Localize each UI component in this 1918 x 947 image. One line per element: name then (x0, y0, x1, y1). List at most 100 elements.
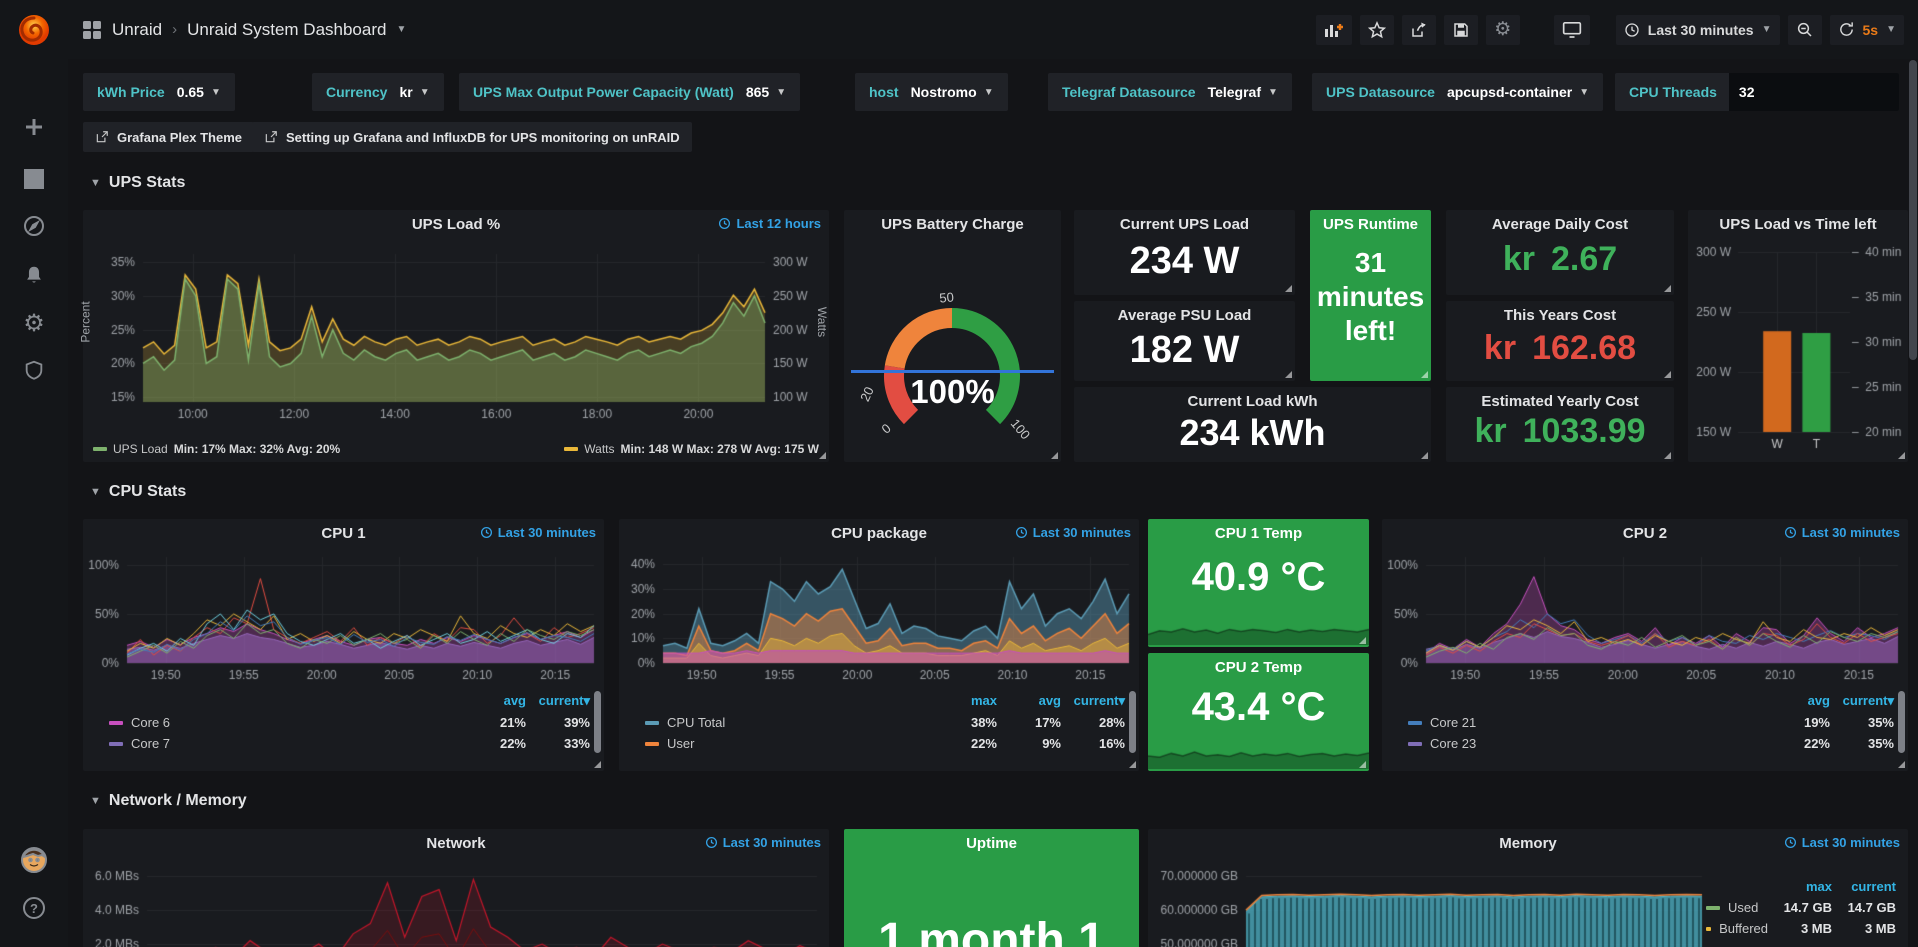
ups-load-chart[interactable] (83, 236, 829, 432)
add-panel-button[interactable] (1315, 14, 1352, 45)
panel-time-override[interactable]: Last 30 minutes (1784, 835, 1900, 850)
page-scrollbar[interactable] (1909, 60, 1917, 360)
legend-sort-header[interactable]: current▾ (1073, 693, 1125, 708)
cpu2-chart[interactable] (1382, 545, 1908, 687)
battery-charge-value: 100% (910, 373, 995, 410)
variable-ups-datasource[interactable]: UPS Datasource apcupsd-container ▼ (1312, 73, 1604, 111)
avatar[interactable] (20, 846, 48, 874)
star-dashboard-button[interactable] (1359, 14, 1394, 45)
dashboard-settings-button[interactable]: ⚙ (1485, 14, 1520, 45)
section-cpu-stats[interactable]: ▼ CPU Stats (90, 483, 187, 500)
cpu-package-chart[interactable] (619, 545, 1139, 687)
refresh-interval-label[interactable]: 5s (1862, 21, 1879, 38)
panel-ups-load: UPS Load % Last 12 hours Percent Watts U… (79, 210, 829, 462)
variable-host[interactable]: host Nostromo ▼ (855, 73, 1008, 111)
explore-compass-icon[interactable] (20, 212, 48, 240)
legend-sort-header[interactable]: current▾ (538, 693, 590, 708)
save-dashboard-button[interactable] (1443, 14, 1478, 45)
memory-chart[interactable] (1148, 855, 1708, 947)
share-dashboard-button[interactable] (1401, 14, 1436, 45)
legend-series-label[interactable]: Core 6 (131, 715, 171, 730)
legend-item[interactable]: Watts Min: 148 W Max: 278 W Avg: 175 W (564, 442, 819, 456)
legend-swatch (1408, 720, 1422, 725)
legend-series-label[interactable]: Buffered (1719, 921, 1768, 936)
panel-time-override[interactable]: Last 30 minutes (705, 835, 821, 850)
cpu2-temp-sparkline (1148, 743, 1369, 769)
top-navbar: Unraid › Unraid System Dashboard ▼ ⚙ Las… (68, 0, 1918, 59)
variable-ups-max-output[interactable]: UPS Max Output Power Capacity (Watt) 865… (459, 73, 801, 111)
chart-legend: max current Used 14.7 GB 14.7 GB Buffered 3 MB… (1706, 879, 1896, 936)
gauge-threshold-line (851, 370, 1054, 373)
variable-telegraf-datasource[interactable]: Telegraf Datasource Telegraf ▼ (1048, 73, 1292, 111)
legend-sort-header[interactable]: avg (1807, 693, 1830, 708)
cpu1-chart[interactable] (83, 545, 604, 687)
panel-time-override[interactable]: Last 12 hours (718, 216, 821, 231)
battery-gauge[interactable]: 0 20 50 100 (844, 236, 1061, 462)
variable-kwh-price[interactable]: kWh Price 0.65 ▼ (83, 73, 235, 111)
panel-current-load-kwh: Current Load kWh 234 kWh (1074, 387, 1431, 462)
legend-sort-header[interactable]: avg (1038, 693, 1061, 708)
legend-scrollbar[interactable] (1898, 691, 1905, 753)
legend-swatch (1706, 926, 1712, 931)
legend-sort-header[interactable]: current▾ (1842, 693, 1894, 708)
legend-sort-header[interactable]: max (970, 693, 997, 708)
legend-sort-header[interactable]: avg (503, 693, 526, 708)
section-ups-stats[interactable]: ▼ UPS Stats (90, 174, 186, 191)
grafana-logo-icon[interactable] (12, 8, 56, 52)
section-network-memory[interactable]: ▼ Network / Memory (90, 792, 247, 809)
help-icon[interactable]: ? (20, 894, 48, 922)
chart-legend: avg current▾ Core 21 19% 35% Core 23 22% 35% (1408, 693, 1894, 751)
svg-text:50: 50 (939, 289, 955, 305)
dashboards-grid-icon[interactable] (20, 165, 48, 193)
legend-series-label[interactable]: Core 21 (1430, 715, 1477, 730)
legend-swatch (1408, 741, 1422, 746)
breadcrumb-folder[interactable]: Unraid (112, 19, 163, 39)
legend-scrollbar[interactable] (1129, 691, 1136, 753)
refresh-button[interactable]: 5s ▼ (1829, 14, 1904, 45)
create-plus-icon[interactable] (20, 113, 48, 141)
network-chart[interactable] (83, 855, 829, 947)
legend-row: Used 14.7 GB 14.7 GB (1706, 900, 1896, 915)
variable-currency[interactable]: Currency kr ▼ (312, 73, 444, 111)
legend-series-label[interactable]: Core 23 (1430, 736, 1477, 751)
chart-legend: avg current▾ Core 6 21% 39% Core 7 22% 33% (109, 693, 590, 751)
configuration-gear-icon[interactable]: ⚙ (23, 309, 45, 337)
legend-sort-header[interactable]: current (1851, 879, 1896, 894)
cycle-view-mode-button[interactable] (1553, 14, 1590, 45)
chevron-down-icon[interactable]: ▼ (396, 24, 407, 35)
zoom-out-time-button[interactable] (1787, 14, 1822, 45)
legend-series-label[interactable]: CPU Total (667, 715, 726, 730)
legend-row: Core 21 19% 35% (1408, 715, 1894, 730)
panel-time-override[interactable]: Last 30 minutes (480, 525, 596, 540)
svg-text:100: 100 (1008, 416, 1033, 442)
legend-row: Core 7 22% 33% (109, 736, 590, 751)
legend-sort-header[interactable]: max (1805, 879, 1832, 894)
ups-load-vs-time-chart[interactable] (1688, 236, 1908, 462)
link-ups-monitoring-guide[interactable]: Setting up Grafana and InfluxDB for UPS … (252, 122, 692, 152)
cpu-threads-input[interactable]: 32 (1728, 73, 1899, 111)
legend-series-label[interactable]: Used (1728, 900, 1759, 915)
panel-time-override[interactable]: Last 30 minutes (1015, 525, 1131, 540)
legend-swatch (1706, 905, 1720, 910)
panel-network: Network Last 30 minutes (83, 829, 829, 947)
legend-row: Core 6 21% 39% (109, 715, 590, 730)
breadcrumb-separator: › (172, 21, 178, 38)
panel-memory: Memory Last 30 minutes max current Used 14.… (1148, 829, 1908, 947)
legend-item[interactable]: UPS Load Min: 17% Max: 32% Avg: 20% (93, 442, 340, 456)
legend-series-label[interactable]: Core 7 (131, 736, 171, 751)
link-grafana-plex-theme[interactable]: Grafana Plex Theme (83, 122, 254, 152)
time-range-label: Last 30 minutes (1647, 21, 1754, 38)
legend-scrollbar[interactable] (594, 691, 601, 753)
legend-swatch (645, 741, 659, 746)
panel-time-override[interactable]: Last 30 minutes (1784, 525, 1900, 540)
time-range-picker[interactable]: Last 30 minutes ▼ (1615, 14, 1780, 45)
admin-shield-icon[interactable] (20, 356, 48, 384)
panel-cpu2-temp: CPU 2 Temp 43.4 °C (1148, 653, 1369, 771)
apps-grid-icon[interactable] (82, 20, 102, 40)
legend-swatch (645, 720, 659, 725)
legend-series-label[interactable]: User (667, 736, 695, 751)
breadcrumb-dashboard-title[interactable]: Unraid System Dashboard (187, 19, 387, 39)
sidebar: ⚙ ? (0, 0, 68, 947)
alerting-bell-icon[interactable] (20, 261, 48, 289)
chart-legend: max avg current▾ CPU Total 38% 17% 28% User 22% 9… (645, 693, 1125, 751)
